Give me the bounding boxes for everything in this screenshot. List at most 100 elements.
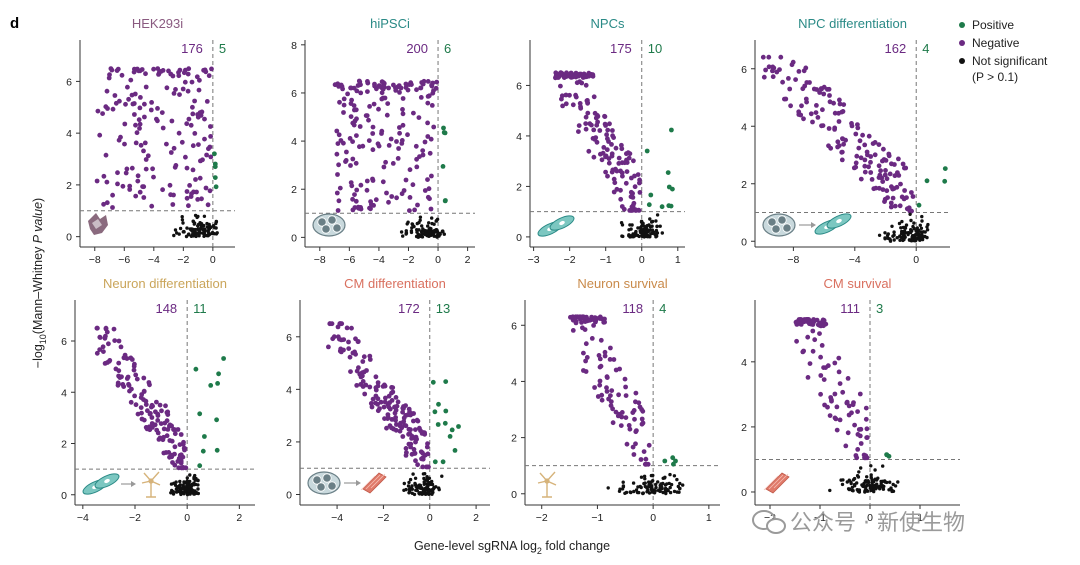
not-significant-point	[877, 233, 882, 237]
negative-point	[201, 67, 207, 73]
not-significant-point	[668, 490, 673, 495]
not-significant-point	[182, 230, 186, 234]
not-significant-point	[910, 229, 914, 233]
negative-point	[810, 328, 816, 334]
negative-point	[591, 154, 597, 160]
not-significant-point	[663, 475, 667, 479]
negative-point	[425, 177, 430, 183]
not-significant-point	[655, 224, 659, 229]
not-significant-point	[178, 226, 183, 231]
negative-point	[389, 417, 395, 422]
not-significant-point	[420, 224, 424, 228]
not-significant-point	[652, 490, 657, 495]
negative-point	[892, 203, 898, 209]
negative-point	[344, 149, 349, 155]
negative-point	[358, 90, 364, 96]
y-tick-label: 2	[741, 422, 747, 434]
negative-point	[822, 402, 827, 408]
negative-point	[172, 431, 178, 437]
negative-point	[839, 157, 845, 163]
negative-point	[112, 338, 118, 343]
negative-point	[416, 115, 422, 120]
not-significant-point	[629, 234, 633, 239]
negative-point	[863, 416, 869, 422]
positive-point	[441, 130, 447, 135]
not-significant-point	[890, 224, 894, 228]
negative-point	[94, 350, 100, 356]
negative-point	[576, 129, 581, 135]
negative-point	[422, 188, 428, 193]
negative-point	[139, 392, 145, 397]
negative-point	[405, 87, 411, 93]
negative-point	[182, 446, 188, 451]
not-significant-point	[411, 472, 415, 476]
negative-point	[876, 163, 882, 169]
negative-point	[415, 202, 420, 208]
negative-point	[196, 87, 202, 93]
negative-point	[429, 173, 434, 179]
negative-point	[184, 189, 190, 194]
panel-title: NPC differentiation	[798, 16, 907, 31]
negative-point	[370, 124, 376, 130]
negative-point	[624, 169, 630, 175]
not-significant-point	[645, 235, 650, 239]
negative-point	[197, 175, 203, 181]
y-tick-label: 6	[511, 320, 517, 332]
not-significant-point	[192, 475, 196, 480]
negative-point	[135, 173, 141, 179]
panel-letter: d	[10, 15, 19, 32]
negative-point	[622, 376, 628, 382]
not-significant-point	[641, 221, 645, 226]
negative-point	[604, 375, 610, 380]
y-tick-label: 4	[741, 121, 747, 133]
not-significant-point	[869, 464, 873, 468]
negative-point	[591, 323, 596, 328]
negative-point	[413, 143, 419, 149]
negative-point	[594, 139, 600, 145]
negative-point	[208, 154, 214, 160]
negative-point	[345, 91, 350, 97]
positive-point	[215, 381, 221, 386]
not-significant-point	[180, 215, 184, 219]
not-significant-point	[869, 473, 873, 477]
negative-point	[394, 139, 399, 144]
negative-point	[123, 170, 129, 176]
negative-point	[388, 136, 394, 142]
negative-point	[189, 79, 195, 85]
negative-point	[807, 361, 813, 366]
negative-point	[361, 369, 367, 375]
negative-point	[620, 173, 625, 179]
not-significant-point	[891, 482, 895, 487]
y-tick-label: 2	[516, 181, 522, 193]
not-significant-point	[654, 219, 658, 223]
negative-point	[381, 164, 387, 170]
panel-5: Neuron differentiation 0 2 4 6 −4 −2 0 2 148 11	[61, 276, 255, 524]
negative-point	[403, 446, 409, 451]
not-significant-point	[918, 223, 922, 227]
negative-point	[591, 317, 597, 323]
not-significant-point	[870, 481, 874, 485]
not-significant-point	[214, 219, 218, 224]
negative-point	[643, 461, 649, 467]
panel-title: CM survival	[824, 276, 892, 291]
not-significant-point	[637, 490, 641, 495]
not-significant-point	[193, 227, 198, 232]
negative-point	[567, 92, 572, 98]
negative-point	[131, 363, 137, 369]
negative-point	[204, 152, 210, 158]
not-significant-point	[437, 234, 441, 238]
negative-point	[143, 398, 149, 404]
positive-point	[456, 424, 461, 429]
negative-count: 148	[155, 301, 177, 316]
negative-point	[168, 150, 174, 155]
negative-point	[623, 384, 628, 390]
negative-point	[884, 188, 890, 194]
not-significant-point	[432, 485, 436, 489]
negative-point	[158, 421, 164, 426]
not-significant-point	[639, 485, 643, 490]
negative-point	[335, 208, 341, 213]
negative-point	[583, 358, 588, 364]
negative-point	[195, 197, 201, 202]
not-significant-point	[606, 486, 610, 490]
